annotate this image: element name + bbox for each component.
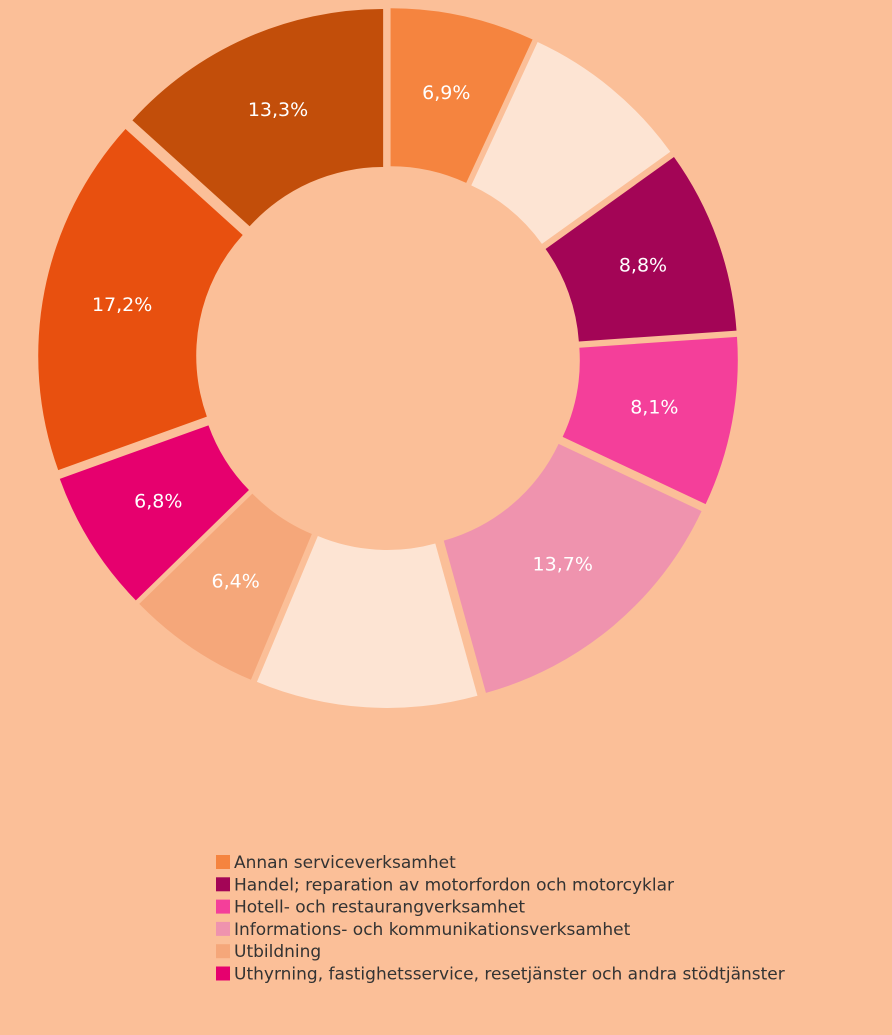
legend-swatch: [216, 877, 230, 892]
legend-label: Annan serviceverksamhet: [234, 853, 456, 873]
legend-label: Uthyrning, fastighetsservice, resetjänst…: [234, 965, 785, 985]
donut-segment: [545, 156, 737, 342]
legend-swatch: [216, 855, 230, 869]
legend-label: Hotell- och restaurangverksamhet: [234, 898, 525, 918]
value-label: 6,8%: [134, 490, 182, 512]
value-label: 6,4%: [212, 571, 260, 593]
legend-swatch: [216, 921, 230, 936]
donut-segment: [471, 42, 671, 244]
donut-segment: [256, 536, 478, 708]
legend-label: Informations- och kommunikationsverksamh…: [234, 920, 631, 940]
donut-segment: [132, 9, 384, 227]
value-label: 17,2%: [92, 294, 152, 316]
legend-swatch: [216, 944, 230, 959]
legend-label: Handel; reparation av motorfordon och mo…: [234, 875, 674, 895]
donut-segment: [562, 336, 738, 505]
value-label: 13,7%: [533, 554, 593, 576]
donut-segment: [390, 8, 533, 183]
value-label: 8,1%: [630, 396, 678, 418]
legend-swatch: [216, 966, 230, 981]
donut-segment: [139, 493, 312, 680]
value-label: 8,8%: [619, 255, 667, 277]
value-label: 13,3%: [248, 99, 308, 121]
value-label: 6,9%: [422, 82, 470, 104]
legend-label: Utbildning: [234, 942, 321, 962]
donut-segment: [59, 425, 249, 601]
legend-swatch: [216, 899, 230, 914]
donut-segment: [38, 128, 243, 471]
donut-segment: [443, 443, 702, 693]
